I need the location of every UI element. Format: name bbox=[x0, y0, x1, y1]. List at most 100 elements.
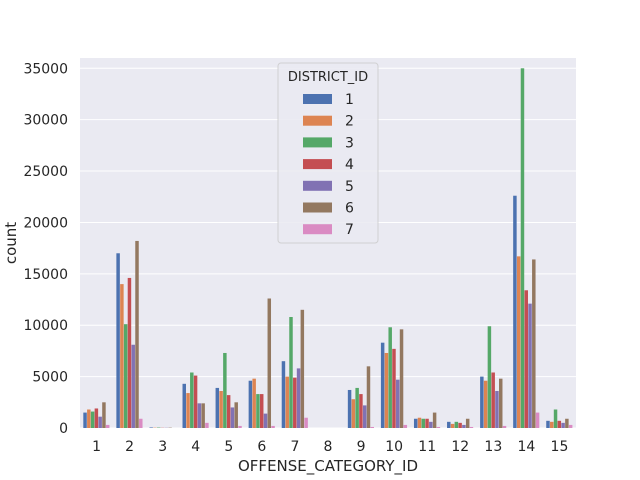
x-tick-label: 14 bbox=[517, 439, 535, 455]
bar bbox=[362, 405, 367, 428]
bar bbox=[135, 240, 139, 428]
bar bbox=[285, 376, 289, 428]
x-tick-label: 2 bbox=[125, 439, 134, 455]
x-tick-label: 5 bbox=[224, 439, 233, 455]
bar bbox=[355, 387, 359, 428]
bar bbox=[105, 424, 110, 428]
bar bbox=[219, 391, 223, 428]
legend-swatch bbox=[303, 159, 332, 170]
x-tick-label: 1 bbox=[92, 439, 101, 455]
bar bbox=[384, 352, 389, 428]
x-tick-label: 10 bbox=[385, 439, 403, 455]
bar bbox=[223, 352, 227, 428]
bar bbox=[483, 380, 488, 428]
y-tick-label: 10000 bbox=[23, 318, 68, 334]
bar bbox=[392, 348, 396, 428]
bar bbox=[502, 425, 507, 428]
bar bbox=[403, 424, 408, 428]
bar bbox=[267, 298, 272, 428]
bar bbox=[524, 290, 528, 428]
bar bbox=[359, 394, 363, 428]
bar bbox=[546, 420, 550, 428]
x-tick-label: 8 bbox=[324, 439, 333, 455]
legend-swatch bbox=[303, 115, 332, 126]
bar bbox=[499, 378, 503, 428]
bar bbox=[256, 394, 260, 428]
bar bbox=[83, 412, 87, 428]
y-tick-labels: 0 5000 10000 15000 20000 25000 30000 35000 bbox=[23, 61, 68, 437]
bar bbox=[491, 372, 495, 428]
x-tick-label: 12 bbox=[451, 439, 469, 455]
bar bbox=[388, 327, 392, 428]
y-tick-label: 15000 bbox=[23, 267, 68, 283]
bar bbox=[516, 256, 521, 428]
bar bbox=[139, 418, 143, 428]
bar bbox=[186, 393, 190, 428]
bar bbox=[532, 259, 536, 428]
bar bbox=[127, 277, 132, 428]
bar bbox=[380, 342, 385, 428]
x-tick-label: 9 bbox=[357, 439, 366, 455]
bar bbox=[528, 303, 532, 428]
bar bbox=[201, 403, 205, 428]
bar bbox=[102, 402, 106, 428]
bar bbox=[296, 368, 301, 428]
x-tick-labels: 1 2 3 4 5 6 7 8 9 10 11 12 13 14 15 bbox=[92, 439, 568, 455]
x-tick-label: 4 bbox=[191, 439, 200, 455]
bar bbox=[535, 412, 540, 428]
bar bbox=[259, 394, 264, 428]
bar bbox=[429, 421, 433, 428]
bar bbox=[116, 253, 120, 428]
bar bbox=[417, 417, 422, 428]
bar bbox=[182, 383, 186, 428]
bar bbox=[399, 329, 404, 428]
legend-label: 4 bbox=[345, 157, 354, 173]
bar bbox=[347, 389, 352, 428]
bar bbox=[561, 422, 565, 428]
bar bbox=[230, 407, 235, 428]
legend-label: 7 bbox=[345, 222, 354, 238]
bar bbox=[432, 412, 437, 428]
bar bbox=[197, 403, 202, 428]
y-axis-label: count bbox=[2, 222, 20, 264]
bar bbox=[513, 195, 517, 428]
legend-swatch bbox=[303, 180, 332, 191]
legend: DISTRICT_ID 1 2 3 4 5 6 7 bbox=[277, 62, 379, 244]
bar bbox=[454, 421, 459, 428]
legend-swatch bbox=[303, 94, 332, 104]
bar bbox=[550, 421, 554, 428]
bar bbox=[149, 427, 153, 428]
legend-swatch bbox=[303, 202, 332, 213]
bar bbox=[568, 424, 573, 428]
legend-box bbox=[277, 62, 379, 244]
x-tick-label: 3 bbox=[158, 439, 167, 455]
bar bbox=[304, 417, 308, 428]
bar bbox=[226, 395, 231, 428]
x-tick-label: 11 bbox=[418, 439, 436, 455]
y-tick-label: 35000 bbox=[23, 61, 68, 77]
bar bbox=[450, 423, 455, 428]
bar bbox=[436, 426, 441, 428]
bar bbox=[447, 421, 451, 428]
y-tick-label: 30000 bbox=[23, 113, 68, 129]
bar bbox=[190, 372, 194, 428]
bar bbox=[366, 366, 371, 428]
bar bbox=[480, 376, 484, 428]
bar bbox=[421, 418, 426, 428]
bar bbox=[281, 361, 286, 428]
legend-swatch bbox=[303, 137, 332, 148]
bar bbox=[87, 409, 91, 428]
bar bbox=[553, 409, 558, 428]
bar bbox=[565, 418, 569, 428]
legend-title: DISTRICT_ID bbox=[288, 70, 368, 85]
bar bbox=[462, 424, 466, 428]
bar bbox=[94, 408, 99, 428]
bar bbox=[469, 426, 474, 428]
x-tick-label: 13 bbox=[484, 439, 502, 455]
bar bbox=[248, 380, 253, 428]
bar bbox=[123, 324, 128, 428]
y-tick-label: 5000 bbox=[32, 370, 68, 386]
bar bbox=[205, 422, 209, 428]
bar bbox=[263, 413, 268, 428]
